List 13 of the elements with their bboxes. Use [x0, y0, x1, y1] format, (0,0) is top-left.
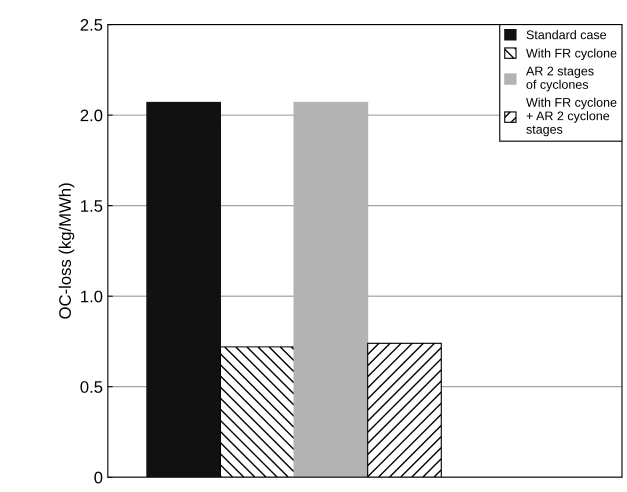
y-tick-label: 1.5	[81, 200, 102, 212]
y-tick-label: 0.5	[80, 381, 102, 393]
y-tick-label: 2.5	[80, 19, 102, 31]
bar	[146, 102, 222, 478]
legend-label: With FR cyclone	[526, 48, 616, 60]
y-tick-label: 1.0	[81, 290, 102, 302]
legend-label: With FR cyclone + AR 2 cyclone stages	[526, 98, 616, 136]
y-tick-label: 2.0	[80, 110, 102, 122]
y-axis-title: OC-loss (kg/MWh)	[58, 183, 74, 319]
bar	[294, 102, 368, 478]
y-tick-label: 0	[94, 472, 102, 484]
legend-label: Standard case	[526, 30, 606, 40]
legend-label: AR 2 stages of cyclones	[526, 66, 594, 92]
